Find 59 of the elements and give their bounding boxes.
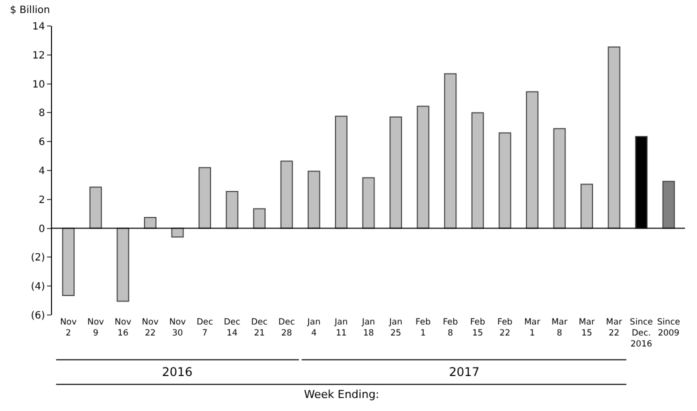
y-tick-label: 8 <box>38 108 45 120</box>
bar <box>608 46 620 229</box>
y-tick-label: 12 <box>32 50 45 62</box>
bar <box>308 170 320 229</box>
x-tick-label: Feb 22 <box>497 318 512 339</box>
bar <box>553 128 566 229</box>
x-tick-label: Jan 11 <box>334 318 348 339</box>
x-tick-label: Nov 2 <box>60 318 77 339</box>
x-tick-label: Since 2009 <box>657 318 680 339</box>
bar <box>198 167 212 229</box>
bar <box>362 177 375 229</box>
bar <box>471 112 484 229</box>
text: 2016 <box>162 365 193 379</box>
y-tick-label: 2 <box>38 194 45 206</box>
y-tick-label: (4) <box>30 282 46 293</box>
y-axis-title: $ Billion <box>10 5 50 16</box>
x-tick-label: Nov 22 <box>142 318 159 339</box>
bar <box>89 186 102 229</box>
y-tick-label: 10 <box>32 79 45 90</box>
bar <box>334 116 348 229</box>
y-tick-label: 6 <box>38 137 45 148</box>
y-tick-label: 14 <box>32 22 45 32</box>
x-tick-label: Mar 1 <box>524 318 541 339</box>
bar <box>444 73 457 229</box>
x-tick-label: Dec 7 <box>196 318 214 339</box>
x-tick-label: Feb 15 <box>470 318 486 339</box>
x-tick-label: Jan 18 <box>360 318 376 339</box>
x-axis-title: Week Ending: <box>304 388 380 401</box>
bar <box>144 216 156 229</box>
bar <box>526 91 538 229</box>
bar <box>662 180 675 229</box>
y-tick-label: 0 <box>38 224 45 235</box>
x-tick-label: Mar 22 <box>606 318 623 339</box>
x-tick-label: Feb 8 <box>442 318 458 339</box>
x-tick-label: Jan 25 <box>388 318 402 339</box>
bar <box>390 116 402 229</box>
bar <box>498 132 512 229</box>
x-tick-label: Mar 15 <box>578 318 596 339</box>
x-tick-label: Dec 28 <box>278 318 296 339</box>
bar <box>226 190 238 229</box>
y-tick-label: 4 <box>38 166 45 177</box>
x-tick-label: Feb 1 <box>416 318 431 339</box>
bar <box>280 160 293 229</box>
x-tick-label: Nov 9 <box>87 318 104 339</box>
x-tick-label: Dec 14 <box>224 318 241 339</box>
y-tick-label: (2) <box>30 252 46 264</box>
bar <box>62 228 75 296</box>
bar <box>416 106 430 229</box>
bar <box>253 208 266 229</box>
x-tick-label: Since Dec. 2016 <box>630 318 653 350</box>
x-tick-label: Mar 8 <box>551 318 568 339</box>
x-tick-label: Jan 4 <box>306 318 320 339</box>
y-tick-label: (6) <box>30 310 46 322</box>
x-tick-label: Nov 16 <box>114 318 132 339</box>
bar <box>580 184 594 229</box>
x-tick-label: Nov 30 <box>169 318 186 339</box>
x-tick-label: Dec 21 <box>251 318 268 339</box>
bar <box>116 228 130 302</box>
text: 2017 <box>449 365 480 379</box>
